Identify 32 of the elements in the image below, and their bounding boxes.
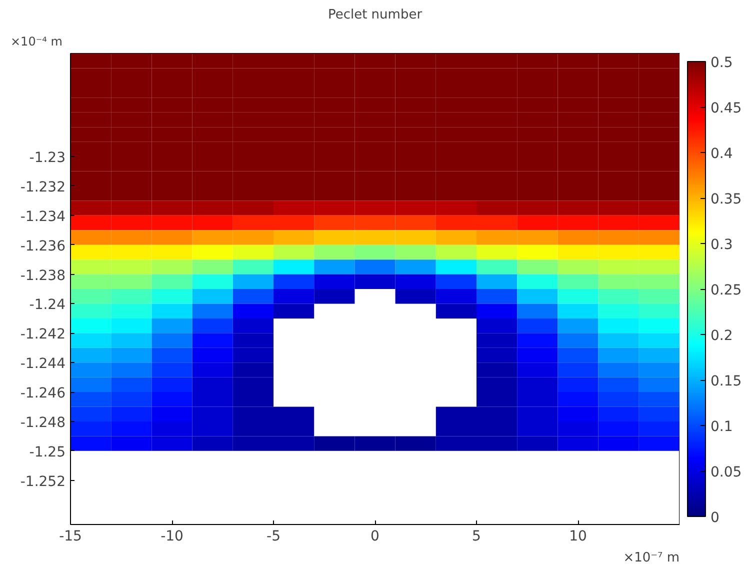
y-tick-label: -1.238	[20, 268, 66, 284]
color-bar-label: 0.05	[710, 464, 742, 480]
chart-title: Peclet number	[328, 8, 423, 22]
y-tick-label: -1.246	[20, 386, 66, 402]
x-tick-label: 10	[569, 528, 587, 544]
y-tick-label: -1.24	[29, 297, 66, 314]
color-bar-label: 0.3	[710, 237, 733, 253]
color-bar-label: 0.35	[710, 192, 742, 208]
y-axis-title: ×10⁻⁴ m	[10, 34, 62, 48]
y-tick-label: -1.242	[20, 326, 66, 343]
x-tick-label: -10	[160, 528, 184, 544]
x-axis-title: ×10⁻⁷ m	[623, 550, 680, 566]
y-tick-label: -1.252	[20, 474, 66, 490]
color-bar-label: 0.4	[710, 146, 733, 162]
y-tick-label: -1.25	[29, 444, 66, 460]
color-bar-label: 0.15	[710, 374, 742, 390]
y-tick-label: -1.234	[20, 208, 66, 225]
color-bar-label: 0	[710, 510, 720, 526]
x-tick-label: -5	[266, 528, 280, 544]
color-bar-label: 0.2	[710, 328, 733, 344]
color-bar-label: 0.45	[710, 100, 742, 116]
color-bar-label: 0.1	[710, 419, 733, 435]
y-tick-label: -1.236	[20, 238, 66, 254]
y-tick-label: -1.23	[29, 150, 66, 166]
x-tick-label: 5	[472, 528, 481, 544]
x-tick-label: -15	[59, 528, 82, 544]
y-tick-label: -1.248	[20, 414, 66, 431]
color-bar-label: 0.5	[710, 55, 733, 71]
x-tick-label: 0	[370, 528, 380, 544]
y-tick-label: -1.232	[20, 179, 66, 196]
y-tick-label: -1.244	[20, 356, 66, 372]
color-bar-label: 0.25	[710, 282, 742, 298]
